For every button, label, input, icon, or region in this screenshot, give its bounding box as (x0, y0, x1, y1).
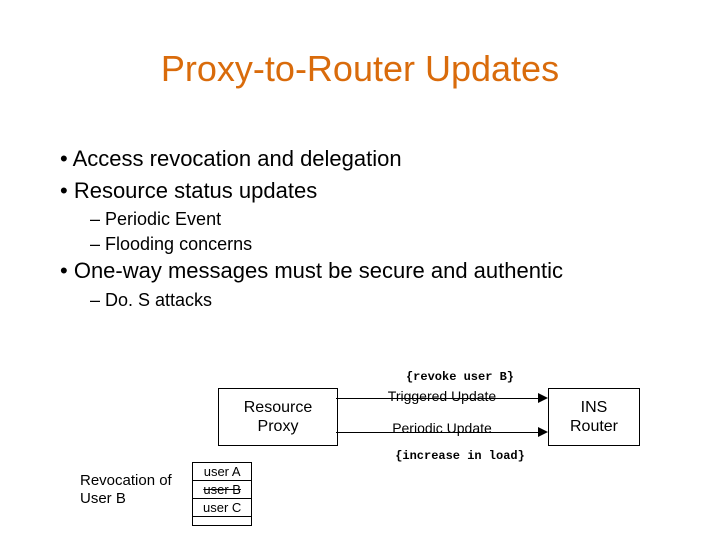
diagram: Resource Proxy INS Router {revoke user B… (0, 0, 720, 540)
revocation-caption: Revocation of User B (80, 472, 172, 508)
user-row-blank (193, 517, 251, 525)
box-line: Router (570, 417, 618, 436)
box-line: Proxy (258, 417, 299, 436)
user-row: user A (193, 463, 251, 481)
resource-proxy-box: Resource Proxy (218, 388, 338, 446)
increase-payload-label: {increase in load} (370, 449, 550, 463)
triggered-update-label: Triggered Update (336, 388, 548, 404)
box-line: INS (581, 398, 608, 417)
slide: Proxy-to-Router Updates Access revocatio… (0, 0, 720, 540)
box-line: Resource (244, 398, 312, 417)
revoke-payload-label: {revoke user B} (380, 370, 540, 384)
ins-router-box: INS Router (548, 388, 640, 446)
user-row: user C (193, 499, 251, 517)
caption-line: Revocation of (80, 472, 172, 489)
periodic-update-label: Periodic Update (336, 420, 548, 436)
caption-line: User B (80, 490, 126, 507)
user-table: user A user B user C (192, 462, 252, 526)
user-row-revoked: user B (193, 481, 251, 499)
